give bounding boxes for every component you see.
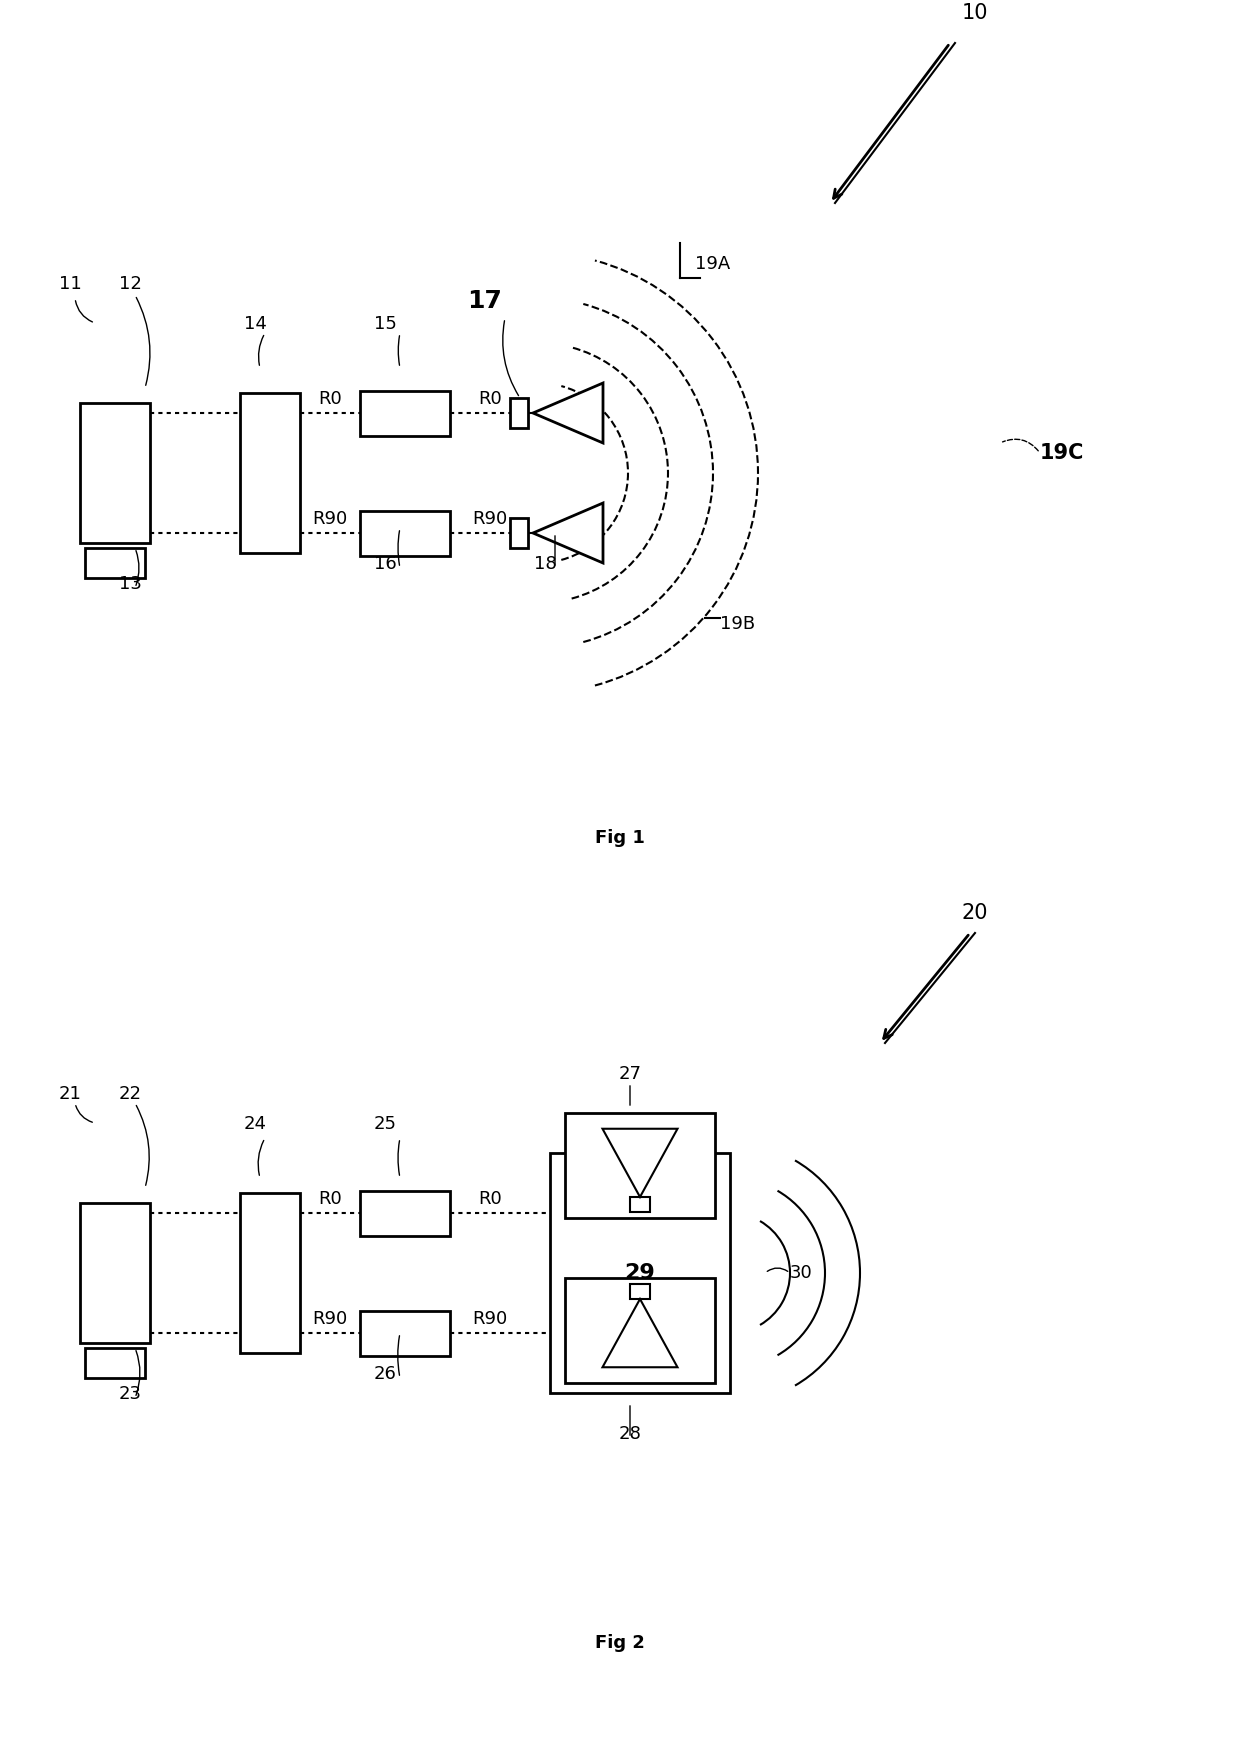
FancyBboxPatch shape [565, 1113, 715, 1218]
Text: 10: 10 [962, 4, 988, 23]
Text: 19B: 19B [720, 615, 755, 633]
Polygon shape [533, 503, 603, 563]
Text: 17: 17 [467, 289, 502, 314]
Polygon shape [603, 1129, 677, 1197]
Text: 15: 15 [373, 316, 397, 333]
Text: 18: 18 [533, 556, 557, 573]
Text: 27: 27 [619, 1066, 641, 1083]
FancyBboxPatch shape [81, 403, 150, 543]
FancyBboxPatch shape [86, 549, 145, 578]
Text: R0: R0 [319, 389, 342, 408]
Text: R90: R90 [312, 1309, 347, 1329]
FancyBboxPatch shape [630, 1283, 650, 1299]
Text: 22: 22 [119, 1085, 141, 1103]
Text: R90: R90 [472, 510, 507, 528]
Text: 19C: 19C [1040, 444, 1084, 463]
Text: 16: 16 [373, 556, 397, 573]
Text: 20: 20 [962, 903, 988, 924]
Text: Fig 2: Fig 2 [595, 1634, 645, 1651]
FancyBboxPatch shape [565, 1278, 715, 1383]
Text: 29: 29 [625, 1262, 656, 1283]
FancyBboxPatch shape [360, 510, 450, 556]
Text: 24: 24 [243, 1115, 267, 1132]
Text: R0: R0 [479, 389, 502, 408]
Text: 19A: 19A [694, 254, 730, 273]
FancyBboxPatch shape [241, 393, 300, 552]
Text: 25: 25 [373, 1115, 397, 1132]
Text: R0: R0 [319, 1190, 342, 1208]
FancyBboxPatch shape [510, 398, 528, 428]
FancyBboxPatch shape [551, 1153, 730, 1394]
Text: R90: R90 [472, 1309, 507, 1329]
Text: 26: 26 [373, 1366, 397, 1383]
Text: 13: 13 [119, 575, 141, 593]
FancyBboxPatch shape [241, 1194, 300, 1353]
Text: Fig 1: Fig 1 [595, 829, 645, 847]
Text: 11: 11 [58, 275, 82, 293]
Text: 12: 12 [119, 275, 141, 293]
FancyBboxPatch shape [510, 517, 528, 549]
Text: 30: 30 [790, 1264, 812, 1281]
FancyBboxPatch shape [360, 1311, 450, 1355]
Text: R90: R90 [312, 510, 347, 528]
Polygon shape [533, 382, 603, 444]
FancyBboxPatch shape [86, 1348, 145, 1378]
Text: 14: 14 [243, 316, 267, 333]
FancyBboxPatch shape [360, 391, 450, 435]
Text: R0: R0 [479, 1190, 502, 1208]
FancyBboxPatch shape [81, 1203, 150, 1343]
FancyBboxPatch shape [360, 1190, 450, 1236]
Text: 21: 21 [58, 1085, 82, 1103]
Text: 23: 23 [119, 1385, 141, 1402]
Text: 28: 28 [619, 1425, 641, 1443]
FancyBboxPatch shape [630, 1197, 650, 1211]
Polygon shape [603, 1299, 677, 1367]
